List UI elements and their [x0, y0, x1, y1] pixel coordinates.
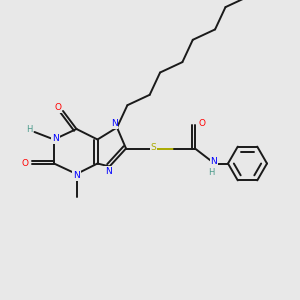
Text: O: O [54, 103, 61, 112]
Text: N: N [211, 158, 217, 166]
Text: H: H [26, 125, 32, 134]
Text: N: N [52, 134, 59, 143]
Text: O: O [198, 118, 205, 127]
Text: N: N [105, 167, 111, 176]
Text: O: O [21, 159, 28, 168]
Text: N: N [111, 119, 117, 128]
Text: N: N [73, 171, 80, 180]
Text: H: H [208, 168, 215, 177]
Text: S: S [151, 142, 157, 152]
